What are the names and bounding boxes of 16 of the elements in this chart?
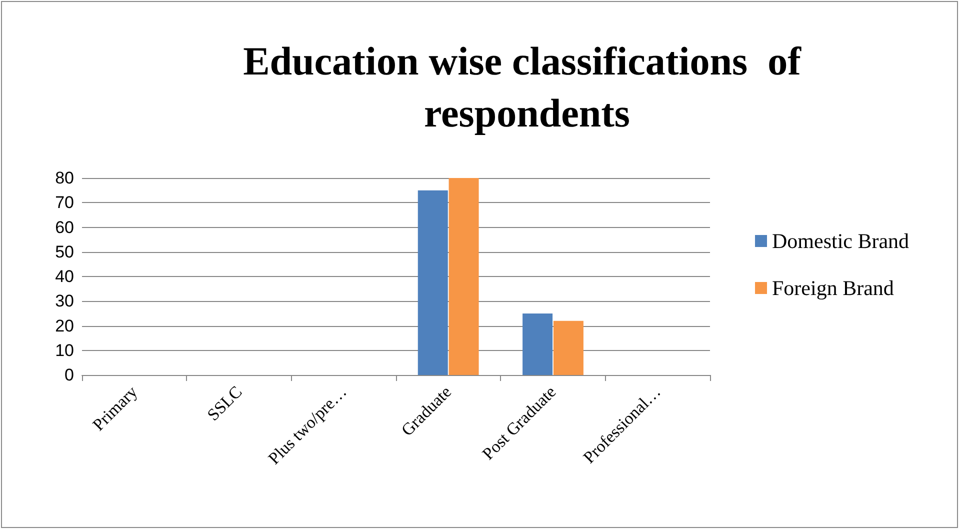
y-tick-label: 50 (55, 242, 74, 262)
bar (553, 320, 584, 375)
bar (522, 313, 553, 375)
y-tick-label: 70 (55, 193, 74, 212)
y-tick-label: 80 (55, 168, 74, 188)
y-tick-label: 10 (55, 340, 74, 360)
bar (448, 178, 479, 375)
legend-label: Domestic Brand (772, 229, 910, 253)
y-tick-label: 40 (55, 267, 74, 286)
y-tick-label: 30 (55, 292, 74, 311)
bar (418, 190, 448, 375)
y-tick-label: 60 (55, 218, 74, 237)
y-tick-label: 0 (64, 366, 74, 384)
y-tick-label: 20 (55, 316, 74, 336)
chart-title: Education wise classifications of respondents (243, 38, 811, 136)
legend-label: Foreign Brand (772, 276, 894, 300)
